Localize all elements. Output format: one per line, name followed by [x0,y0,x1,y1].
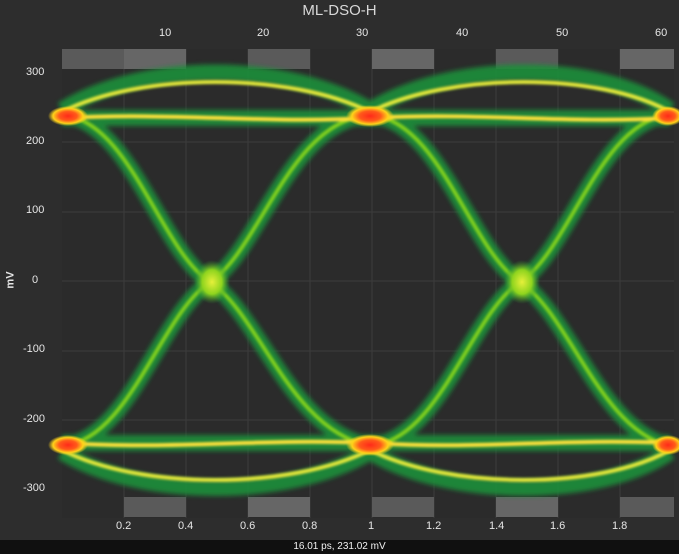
top-axis-tick: 20 [257,27,270,39]
window-title: ML-DSO-H [302,2,377,19]
bottom-axis-tick: 1.8 [612,520,628,532]
eye-hotspots [48,105,679,456]
top-axis-tick: 60 [655,27,668,39]
left-axis-tick: 0 [32,274,39,286]
bottom-axis-tick: 0.6 [240,520,256,532]
bottom-axis-tick: 1.4 [489,520,505,532]
top-axis-tick: 40 [456,27,469,39]
top-axis-tick: 30 [356,27,369,39]
bottom-axis-tick: 0.8 [302,520,318,532]
left-axis-tick: 200 [26,135,45,147]
bottom-axis-tick: 0.4 [178,520,194,532]
left-axis-tick: 100 [26,204,45,216]
bottom-axis-tick: 1.2 [426,520,442,532]
left-axis-tick: -200 [23,413,46,425]
left-axis-tick: -100 [23,343,46,355]
top-scale-bar [62,49,674,69]
cursor-readout: 16.01 ps, 231.02 mV [0,540,679,554]
left-axis-tick: 300 [26,66,45,78]
top-axis-tick: 50 [556,27,569,39]
bottom-axis-tick: 1 [368,520,375,532]
bottom-scale-bar [124,497,674,517]
top-axis-tick: 10 [159,27,172,39]
bottom-axis-tick: 0.2 [116,520,132,532]
left-axis-tick: -300 [23,482,46,494]
bottom-axis-tick: 1.6 [550,520,566,532]
